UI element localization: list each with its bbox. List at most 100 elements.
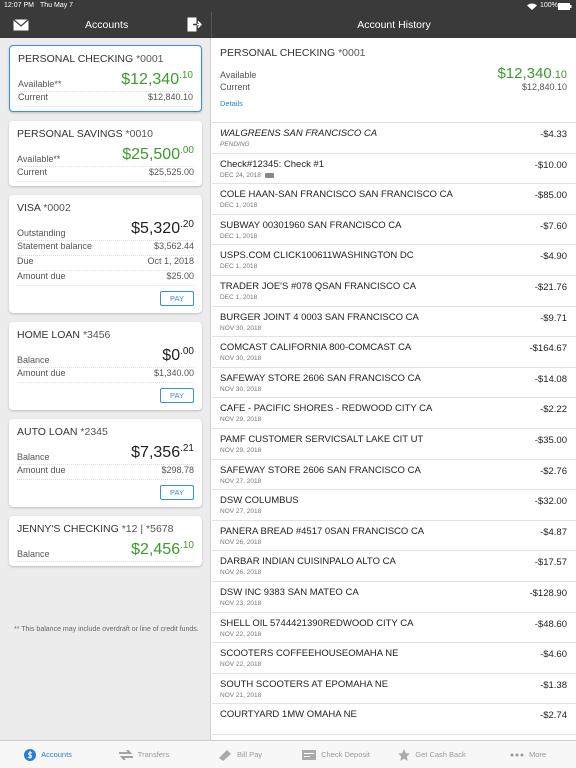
account-row: Outstanding $5,320.20 — [17, 219, 194, 241]
transaction-date-line: NOV 27, 2018 — [220, 478, 567, 485]
row-label: Amount due — [17, 271, 66, 281]
amount-main: $12,340 — [121, 71, 180, 88]
transaction-row[interactable]: DSW INC 9383 SAN MATEO CA NOV 23, 2018 -$1… — [212, 582, 576, 613]
transaction-amount: -$17.57 — [534, 557, 567, 569]
transaction-row[interactable]: SAFEWAY STORE 2606 SAN FRANCISCO CA NOV 3… — [212, 368, 576, 399]
history-panel: PERSONAL CHECKING *0001 Available $12,340… — [212, 38, 576, 740]
row-value: Oct 1, 2018 — [147, 256, 194, 266]
amount-cents: .00 — [180, 145, 194, 156]
account-card[interactable]: PERSONAL SAVINGS *0010 Available** $25,500… — [9, 121, 202, 186]
transaction-row[interactable]: USPS.COM CLICK100611WASHINGTON DC DEC 1, … — [212, 245, 576, 276]
transaction-row[interactable]: COMCAST CALIFORNIA 800-COMCAST CA NOV 30,… — [212, 337, 576, 368]
tab-icon — [302, 749, 317, 760]
row-label: Balance — [17, 452, 50, 462]
transaction-date-line: NOV 26, 2018 — [220, 569, 567, 576]
tab[interactable]: Check Deposit — [288, 741, 384, 768]
account-card[interactable]: PERSONAL CHECKING *0001 Available** $12,34… — [9, 45, 202, 112]
transaction-date-line: NOV 22, 2018 — [220, 661, 567, 668]
accounts-panel: ** This balance may include overdraft or… — [0, 38, 211, 740]
transaction-row[interactable]: DSW COLUMBUS NOV 27, 2018 -$32.00 — [212, 490, 576, 521]
account-title: AUTO LOAN *2345 — [17, 426, 194, 443]
transaction-row[interactable]: WALGREENS SAN FRANCISCO CA PENDING -$4.33 — [212, 123, 576, 154]
status-time: 12:07 PM — [4, 2, 34, 9]
account-row: Available** $12,340.10 — [18, 70, 193, 92]
account-card[interactable]: HOME LOAN *3456 Balance $0.00 Amount due $1,… — [9, 322, 202, 410]
tab-icon — [398, 748, 411, 761]
summary-number: *0001 — [338, 47, 366, 59]
transaction-date-line: NOV 30, 2018 — [220, 355, 567, 362]
transaction-date: DEC 1, 2018 — [220, 202, 258, 210]
pay-button[interactable]: PAY — [160, 485, 194, 500]
transaction-row[interactable]: SCOOTERS COFFEEHOUSEOMAHA NE NOV 22, 2018… — [212, 643, 576, 674]
transaction-amount: -$4.90 — [540, 251, 567, 263]
transaction-date-line: DEC 1, 2018 — [220, 294, 567, 301]
tab-label: Accounts — [41, 750, 72, 759]
logout-icon[interactable] — [187, 17, 202, 32]
transaction-date: DEC 1, 2018 — [220, 263, 258, 271]
transaction-amount: -$128.90 — [529, 588, 567, 599]
pay-button[interactable]: PAY — [160, 291, 194, 306]
account-row: Amount due $1,340.00 — [17, 368, 194, 383]
account-card[interactable]: VISA *0002 Outstanding $5,320.20 Statement … — [9, 195, 202, 313]
tab[interactable]: Transfers — [96, 741, 192, 768]
transaction-row[interactable]: PAMF CUSTOMER SERVICSALT LAKE CIT UT NOV … — [212, 429, 576, 460]
row-label: Balance — [17, 355, 50, 365]
row-label: Due — [17, 256, 34, 266]
pay-button[interactable]: PAY — [160, 388, 194, 403]
transaction-row[interactable]: DARBAR INDIAN CUISINPALO ALTO CA NOV 26, … — [212, 551, 576, 582]
amount-main: $2,456 — [131, 541, 181, 558]
transaction-row[interactable]: PANERA BREAD #4517 0SAN FRANCISCO CA NOV … — [212, 521, 576, 552]
account-row: Statement balance $3,562.44 — [17, 241, 194, 256]
tab-bar: Accounts Transfers Bill Pay Check Deposi… — [0, 740, 576, 768]
transaction-date: NOV 22, 2018 — [220, 630, 262, 638]
account-number: *3456 — [82, 329, 111, 341]
big-amount: $7,356.21 — [131, 443, 194, 462]
transaction-description: WALGREENS SAN FRANCISCO CA — [220, 128, 378, 139]
transaction-amount: -$10.00 — [534, 159, 567, 171]
tab-label: Bill Pay — [236, 750, 262, 759]
transaction-row[interactable]: BURGER JOINT 4 0003 SAN FRANCISCO CA NOV … — [212, 307, 576, 338]
tab[interactable]: Bill Pay — [192, 741, 288, 768]
label: Current — [220, 82, 251, 92]
transaction-date: NOV 29, 2018 — [220, 447, 262, 454]
mail-icon[interactable] — [13, 19, 29, 31]
transaction-description: SAFEWAY STORE 2606 SAN FRANCISCO CA — [220, 372, 421, 384]
amount-cents: .20 — [180, 219, 194, 230]
row-label: Available** — [18, 79, 62, 89]
transaction-amount: -$4.60 — [540, 649, 567, 661]
account-name: HOME LOAN — [17, 329, 81, 341]
transaction-row[interactable]: SHELL OIL 5744421390REDWOOD CITY CA NOV 2… — [212, 613, 576, 644]
account-card[interactable]: AUTO LOAN *2345 Balance $7,356.21 Amount du… — [9, 419, 202, 507]
transaction-date: NOV 26, 2018 — [220, 538, 262, 546]
transaction-date: DEC 24, 2018 — [220, 171, 261, 179]
transaction-amount: -$32.00 — [534, 496, 567, 508]
details-link[interactable]: Details — [220, 99, 243, 108]
transaction-row[interactable]: COLE HAAN-SAN FRANCISCO SAN FRANCISCO CA… — [212, 184, 576, 215]
tab[interactable]: More — [480, 741, 576, 768]
transaction-date: NOV 30, 2018 — [220, 385, 262, 393]
transaction-date: NOV 27, 2018 — [220, 477, 262, 485]
transaction-row[interactable]: COURTYARD 1MW OMAHA NE -$2.74 — [212, 704, 576, 735]
transaction-amount: -$164.67 — [529, 343, 567, 355]
check-icon — [264, 172, 274, 178]
transaction-row[interactable]: TRADER JOE'S #078 QSAN FRANCISCO CA DEC 1… — [212, 276, 576, 307]
row-label: Statement balance — [17, 241, 93, 251]
transaction-amount: -$14.08 — [534, 373, 567, 385]
row-label: Amount due — [17, 368, 66, 378]
transaction-row[interactable]: SOUTH SCOOTERS AT EPOMAHA NE NOV 21, 2018… — [212, 674, 576, 705]
tab[interactable]: Accounts — [0, 741, 96, 768]
transaction-row[interactable]: CAFE - PACIFIC SHORES - REDWOOD CITY CA N… — [212, 398, 576, 429]
amount-cents: .21 — [180, 443, 194, 454]
tab[interactable]: Get Cash Back — [384, 741, 480, 768]
account-title: HOME LOAN *3456 — [17, 329, 194, 346]
transaction-date: PENDING — [220, 141, 250, 148]
transaction-date: NOV 30, 2018 — [220, 324, 262, 332]
summary-available: Available $12,340.10 — [220, 65, 567, 82]
transaction-row[interactable]: SUBWAY 00301960 SAN FRANCISCO CA DEC 1, 2… — [212, 215, 576, 246]
account-name: VISA — [17, 202, 41, 214]
transaction-amount: -$48.60 — [534, 618, 567, 630]
transaction-row[interactable]: SAFEWAY STORE 2606 SAN FRANCISCO CA NOV 2… — [212, 460, 576, 491]
row-label: Amount due — [17, 465, 66, 475]
transaction-row[interactable]: Check#12345: Check #1 DEC 24, 2018 -$10.00 — [212, 154, 576, 185]
account-card[interactable]: JENNY'S CHECKING *12 | *5678 Balance $2,45… — [9, 516, 202, 566]
